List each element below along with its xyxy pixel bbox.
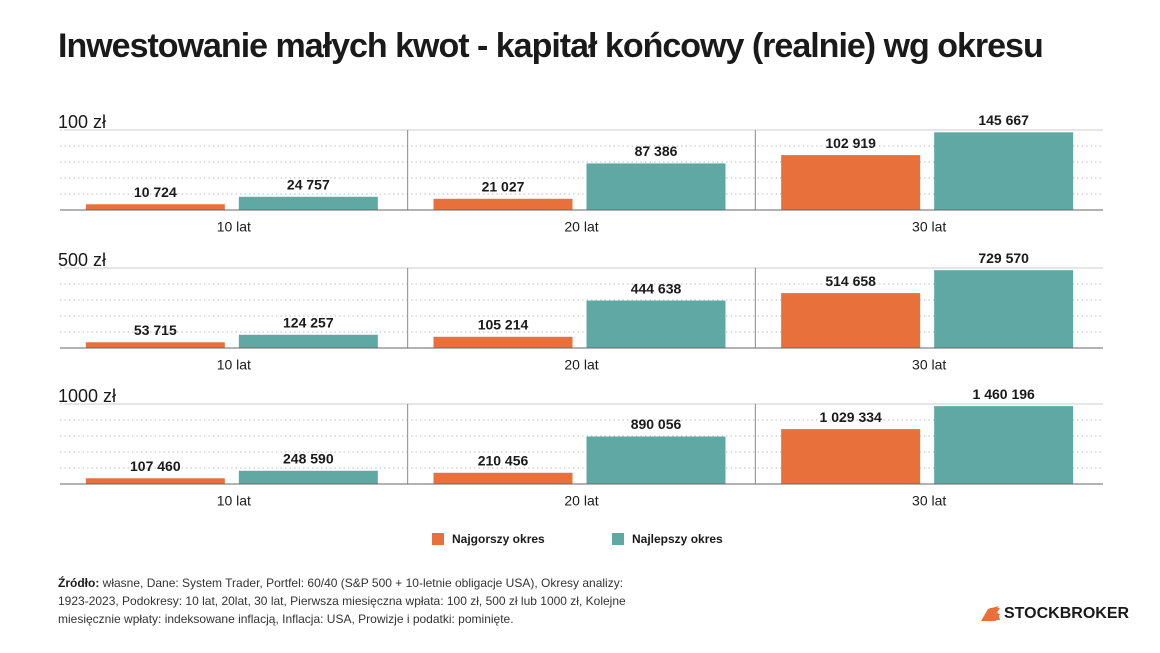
- value-label: 248 590: [283, 450, 334, 466]
- value-label: 729 570: [978, 250, 1029, 266]
- value-label: 1 029 334: [820, 409, 882, 425]
- x-tick-label: 30 lat: [912, 493, 946, 509]
- value-label: 10 724: [134, 184, 177, 200]
- bar: [934, 270, 1074, 348]
- bar: [781, 429, 921, 484]
- x-tick-label: 10 lat: [217, 493, 251, 509]
- value-label: 444 638: [631, 280, 682, 296]
- x-tick-label: 20 lat: [564, 219, 598, 235]
- bar: [586, 436, 726, 484]
- bar: [85, 342, 225, 348]
- source-note: Źródło: własne, Dane: System Trader, Por…: [58, 574, 648, 628]
- bar: [238, 196, 378, 210]
- brand: STOCKBROKER: [1004, 605, 1129, 622]
- legend-swatch: [612, 533, 624, 545]
- panel-title: 100 zł: [58, 112, 106, 132]
- x-tick-label: 20 lat: [564, 493, 598, 509]
- bar: [85, 478, 225, 484]
- x-tick-label: 10 lat: [217, 219, 251, 235]
- value-label: 102 919: [825, 135, 876, 151]
- bar: [238, 334, 378, 348]
- value-label: 124 257: [283, 314, 334, 330]
- value-label: 87 386: [635, 143, 678, 159]
- page-title: Inwestowanie małych kwot - kapitał końco…: [58, 27, 1043, 65]
- x-tick-label: 10 lat: [217, 357, 251, 373]
- bar: [934, 132, 1074, 210]
- value-label: 514 658: [825, 273, 876, 289]
- panel-title: 1000 zł: [58, 386, 116, 406]
- logo: [981, 606, 1000, 621]
- bar: [433, 198, 573, 210]
- x-tick-label: 30 lat: [912, 219, 946, 235]
- legend-swatch: [432, 533, 444, 545]
- bar: [586, 163, 726, 210]
- bar: [85, 204, 225, 210]
- bar: [586, 300, 726, 348]
- source-label: Źródło:: [58, 576, 100, 590]
- value-label: 24 757: [287, 176, 330, 192]
- bar: [433, 472, 573, 484]
- value-label: 21 027: [482, 178, 525, 194]
- value-label: 107 460: [130, 458, 181, 474]
- x-tick-label: 30 lat: [912, 357, 946, 373]
- value-label: 210 456: [478, 452, 529, 468]
- value-label: 145 667: [978, 112, 1029, 128]
- bar: [433, 336, 573, 348]
- bar: [238, 470, 378, 484]
- legend-label: Najlepszy okres: [632, 532, 723, 546]
- panel-title: 500 zł: [58, 250, 106, 270]
- value-label: 105 214: [478, 316, 529, 332]
- bar: [781, 293, 921, 348]
- source-text: własne, Dane: System Trader, Portfel: 60…: [58, 576, 626, 626]
- bar: [934, 406, 1074, 484]
- value-label: 53 715: [134, 322, 177, 338]
- legend-label: Najgorszy okres: [452, 532, 545, 546]
- value-label: 890 056: [631, 416, 682, 432]
- x-tick-label: 20 lat: [564, 357, 598, 373]
- value-label: 1 460 196: [973, 386, 1035, 402]
- bar: [781, 155, 921, 210]
